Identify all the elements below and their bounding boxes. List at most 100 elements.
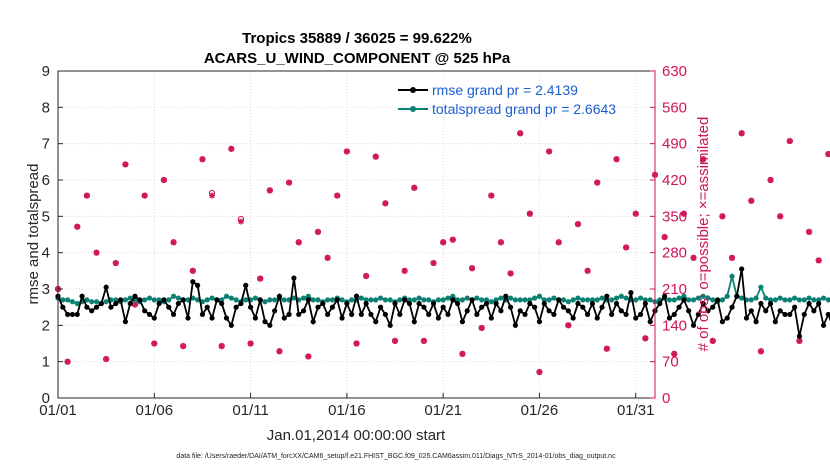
- rmse-point: [541, 300, 547, 307]
- obs-assimilated-marker: [603, 345, 610, 352]
- rmse-point: [291, 275, 297, 281]
- rmse-point: [753, 319, 759, 325]
- rmse-point: [137, 297, 143, 303]
- rmse-point: [474, 311, 480, 318]
- obs-assimilated-marker: [574, 221, 581, 228]
- obs-assimilated-stroke: [517, 130, 523, 136]
- rmse-point: [161, 297, 167, 303]
- rmse-point: [767, 300, 774, 307]
- obs-assimilated-stroke: [180, 343, 186, 349]
- totalspread-point: [146, 295, 153, 301]
- totalspread-point: [363, 297, 369, 303]
- rmse-point: [377, 304, 384, 310]
- obs-assimilated-stroke: [738, 130, 745, 136]
- totalspread-point: [69, 299, 76, 305]
- y-right-tick-label: 0: [662, 390, 670, 407]
- rmse-point: [358, 311, 364, 318]
- obs-assimilated-stroke: [93, 249, 100, 256]
- obs-assimilated-marker: [565, 322, 572, 329]
- rmse-point: [724, 315, 730, 321]
- rmse-point: [690, 322, 697, 328]
- totalspread-point: [676, 295, 682, 301]
- obs-count-markers: [54, 130, 830, 376]
- rmse-point: [108, 304, 114, 310]
- obs-assimilated-stroke: [796, 338, 803, 344]
- rmse-point: [565, 308, 571, 314]
- rmse-point: [772, 319, 778, 325]
- totalspread-point: [459, 297, 466, 303]
- totalspread-point: [748, 297, 754, 303]
- rmse-point: [219, 300, 225, 307]
- totalspread-point: [60, 297, 66, 303]
- obs-assimilated-marker: [719, 213, 726, 220]
- rmse-point: [411, 319, 417, 325]
- totalspread-point: [642, 297, 648, 303]
- y-left-tick-label: 8: [42, 99, 50, 116]
- totalspread-point: [397, 297, 403, 303]
- totalspread-point: [464, 295, 470, 301]
- legend: rmse grand pr = 2.4139 totalspread grand…: [398, 82, 616, 117]
- rmse-point: [84, 304, 90, 310]
- obs-assimilated-stroke: [642, 335, 649, 342]
- rmse-point: [252, 315, 258, 321]
- obs-assimilated-marker: [180, 343, 187, 350]
- x-tick-label: 01/06: [136, 402, 174, 419]
- obs-assimilated-marker: [170, 239, 177, 246]
- obs-assimilated-stroke: [363, 273, 369, 279]
- totalspread-point: [305, 293, 311, 299]
- totalspread-point: [325, 297, 331, 303]
- rmse-point: [430, 300, 437, 307]
- totalspread-point: [565, 299, 571, 305]
- rmse-point: [382, 311, 388, 318]
- rmse-point: [329, 304, 336, 310]
- rmse-point: [60, 304, 66, 310]
- obs-assimilated-stroke: [767, 177, 774, 183]
- totalspread-point: [801, 297, 807, 303]
- rmse-point: [310, 319, 316, 325]
- obs-assimilated-marker: [440, 239, 447, 246]
- legend-spread-marker: [410, 106, 416, 112]
- rmse-point: [195, 282, 201, 288]
- rmse-point: [483, 300, 490, 307]
- series-lines: [55, 266, 830, 339]
- obs-assimilated-marker: [112, 260, 119, 267]
- obs-assimilated-stroke: [132, 301, 138, 308]
- totalspread-point: [483, 297, 490, 303]
- y-right-axis-ticks: 0 70 140 210 280 350 420 490 560 630: [650, 63, 687, 407]
- obs-assimilated-stroke: [575, 221, 581, 227]
- obs-assimilated-stroke: [565, 322, 572, 329]
- obs-assimilated-marker: [382, 200, 389, 207]
- obs-assimilated-stroke: [64, 358, 71, 365]
- totalspread-point: [127, 295, 133, 301]
- obs-assimilated-marker: [93, 249, 100, 256]
- obs-assimilated-stroke: [373, 153, 379, 160]
- rmse-point: [546, 308, 552, 314]
- rmse-point: [507, 304, 514, 310]
- rmse-point: [223, 315, 230, 321]
- rmse-point: [536, 319, 543, 325]
- rmse-point: [710, 304, 716, 310]
- rmse-point: [657, 300, 663, 307]
- rmse-point: [695, 311, 701, 318]
- x-tick-label: 01/16: [328, 402, 366, 419]
- rmse-point: [199, 311, 206, 318]
- totalspread-point: [695, 295, 701, 301]
- obs-assimilated-marker: [748, 197, 755, 204]
- obs-assimilated-stroke: [546, 148, 552, 155]
- rmse-point: [604, 293, 610, 299]
- obs-assimilated-marker: [613, 156, 620, 163]
- obs-assimilated-stroke: [344, 148, 350, 155]
- totalspread-point: [580, 297, 586, 303]
- rmse-point: [315, 304, 321, 310]
- obs-assimilated-stroke: [430, 260, 437, 266]
- x-tick-label: 01/26: [521, 402, 559, 419]
- rmse-point: [825, 311, 830, 318]
- rmse-point: [551, 311, 557, 318]
- obs-assimilated-stroke: [103, 356, 109, 362]
- obs-assimilated-stroke: [690, 255, 697, 261]
- rmse-point: [705, 308, 711, 314]
- rmse-point: [763, 308, 769, 314]
- rmse-point: [79, 293, 85, 299]
- rmse-point: [305, 297, 311, 303]
- totalspread-point: [787, 297, 793, 303]
